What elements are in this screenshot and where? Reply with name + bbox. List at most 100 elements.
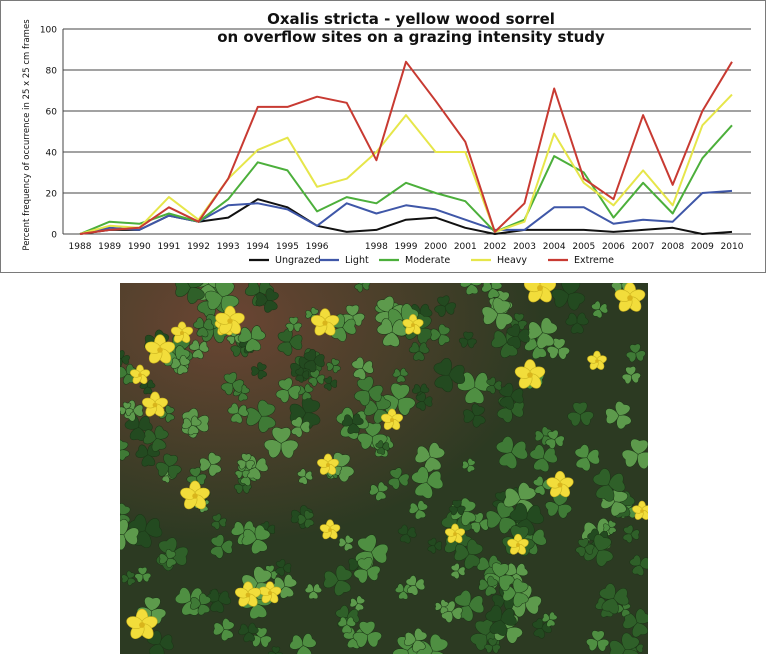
yellow-flower [614, 283, 646, 312]
y-axis-label: Percent frequency of occurrence in 25 x … [22, 19, 32, 251]
clover-leaf [349, 595, 366, 612]
clover-leaf [175, 283, 205, 304]
clover-leaf [351, 357, 374, 380]
yellow-flower [235, 581, 261, 607]
clover-leaf [289, 396, 321, 430]
yellow-flower [126, 608, 158, 639]
clover-leaf [551, 283, 585, 311]
clover-leaf [199, 452, 222, 477]
flowers [126, 283, 648, 639]
clover-leaf [545, 429, 565, 449]
clover-leaf [405, 575, 426, 596]
legend-label-ungrazed: Ungrazed [275, 255, 321, 266]
clover-leaf [541, 611, 558, 628]
clover-leaf [603, 520, 617, 535]
clover-leaf [186, 467, 207, 487]
clover-leaf [460, 283, 483, 295]
clover-leaf [411, 466, 444, 499]
clover-leaf [622, 608, 648, 638]
yellow-flower [144, 334, 176, 364]
x-tick-label: 2001 [454, 242, 477, 252]
clover-leaf [303, 349, 325, 373]
clover-leaf [237, 453, 255, 470]
x-tick-label: 1995 [276, 242, 299, 252]
clover-leaf [415, 392, 433, 411]
legend-label-extreme: Extreme [574, 255, 614, 266]
x-tick-label: 2000 [424, 242, 447, 252]
y-tick-label: 80 [46, 67, 58, 77]
clover-leaf [238, 622, 259, 642]
clover-leaf [484, 638, 501, 654]
clover-leaf [434, 599, 449, 615]
clover-leaf [481, 283, 503, 299]
yellow-flower [317, 453, 339, 475]
clover-leaf [326, 358, 341, 374]
clover-leaf [120, 401, 134, 417]
clover-leaf [291, 416, 310, 438]
clover-leaf [506, 323, 530, 349]
line-chart: Oxalis stricta - yellow wood sorrel on o… [22, 10, 751, 266]
clover-leaf [433, 358, 465, 393]
clover-leaf [605, 401, 632, 430]
gridlines [63, 28, 751, 194]
clover-leaf [285, 316, 303, 333]
clover-leaf [388, 467, 410, 490]
yellow-flower [142, 391, 168, 417]
clover-leaf [304, 583, 322, 600]
clover-leaf [170, 355, 191, 375]
clover-leaf [450, 563, 466, 580]
x-tick-label: 1996 [306, 242, 329, 252]
clover-leaf [251, 362, 267, 380]
clover-leaf [341, 413, 364, 434]
clover-leaf [498, 382, 524, 410]
photo-illustration [120, 283, 648, 654]
clover-leaf [529, 444, 558, 473]
clover-leaf [277, 328, 303, 356]
clover-leaf [275, 559, 292, 577]
clover-leaf [355, 534, 389, 570]
clover-leaf [599, 583, 629, 615]
clover-leaf [128, 514, 163, 549]
clover-leaf [227, 402, 249, 424]
clover-leaf [323, 565, 353, 596]
clover-leaf [616, 601, 631, 618]
clover-leaf [629, 554, 648, 576]
x-tick-label: 1989 [98, 242, 121, 252]
clover-leaf [470, 619, 503, 651]
yellow-flower [402, 314, 424, 335]
x-tick-labels: 1988 1989 1990 1991 1992 1993 1994 1995 1996 1998… [69, 242, 744, 252]
y-tick-label: 0 [51, 231, 57, 241]
clover-leaf [181, 415, 202, 436]
clover-leaf [582, 534, 614, 567]
clover-leaf [159, 548, 177, 568]
clover-leaf [397, 524, 417, 544]
clover-leaf [352, 621, 382, 648]
clover-leaf [193, 317, 214, 338]
clover-leaf [241, 524, 271, 555]
y-tick-labels: 0 20 40 60 80 100 [40, 26, 57, 241]
yellow-flower [632, 500, 648, 520]
clover-leaf [354, 283, 371, 293]
clover-leaf [124, 414, 153, 441]
series-line-heavy [79, 93, 733, 235]
x-tick-label: 2008 [661, 242, 684, 252]
yellow-flower [587, 350, 607, 370]
clover-leaf [190, 593, 212, 616]
clover-leaf [626, 343, 646, 363]
clover-leaf [296, 383, 314, 401]
clover-leaf [369, 481, 389, 501]
clover-leaf [375, 440, 390, 455]
chart-title-line-2: on overflow sites on a grazing intensity… [217, 28, 605, 46]
clover-leaf [323, 376, 338, 391]
x-tick-label: 1999 [395, 242, 418, 252]
clover-leaf [120, 350, 130, 367]
series-line-extreme [79, 60, 733, 235]
clover-leaf [121, 570, 136, 586]
clover-leaf [591, 300, 609, 319]
x-tick-label: 1992 [187, 242, 210, 252]
clover-leaf [448, 499, 466, 516]
clover-leaf [427, 537, 442, 554]
clover-leaf [496, 436, 528, 469]
clover-leaf [567, 402, 594, 427]
clover-leaf [526, 317, 558, 349]
